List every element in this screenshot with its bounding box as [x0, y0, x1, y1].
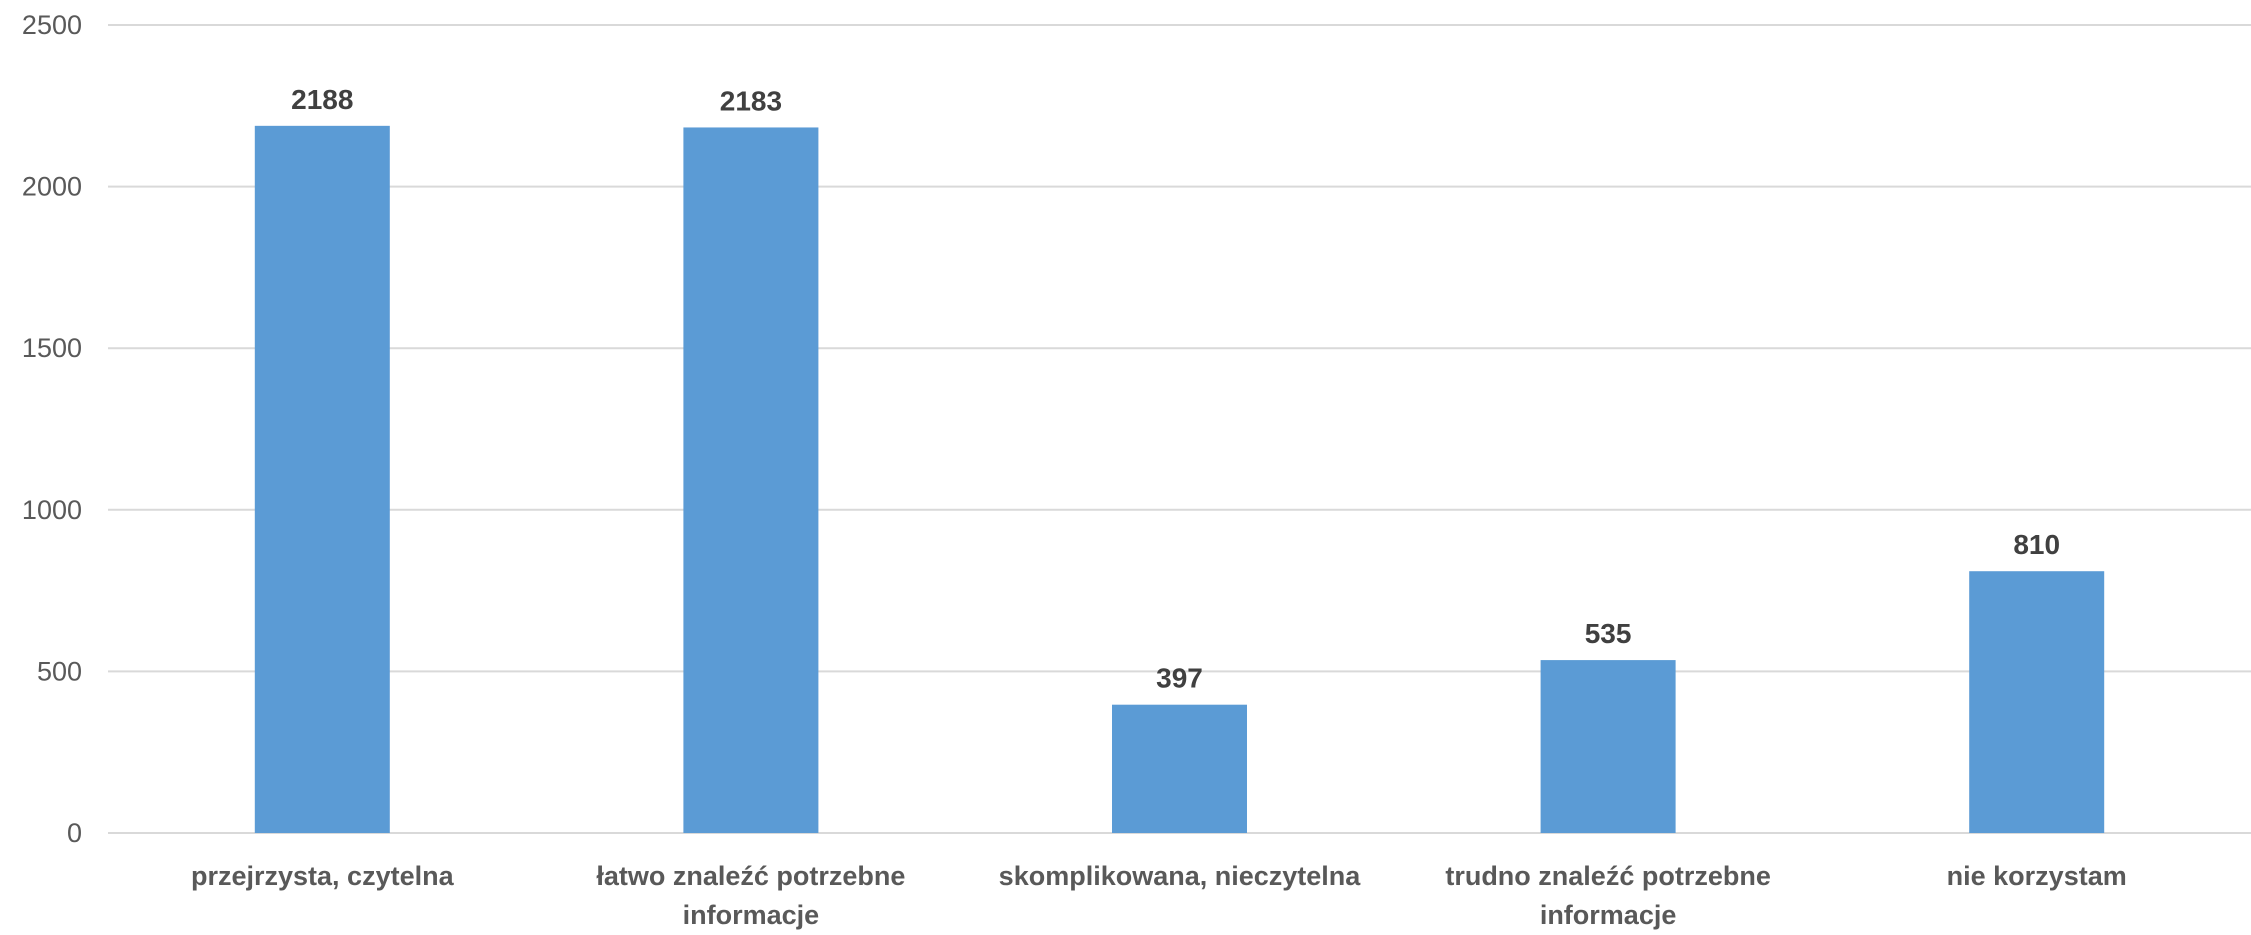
x-tick-label: nie korzystam [1947, 861, 2127, 891]
x-tick-label: skomplikowana, nieczytelna [999, 861, 1362, 891]
data-labels: 2188 2183 397 535 810 [291, 84, 2060, 694]
x-tick-label: przejrzysta, czytelna [191, 861, 455, 891]
data-label: 2188 [291, 84, 353, 115]
y-tick-label: 1500 [22, 333, 82, 363]
y-tick-label: 2500 [22, 10, 82, 40]
bar [683, 127, 818, 833]
data-label: 397 [1156, 663, 1203, 694]
data-label: 810 [2013, 529, 2060, 560]
x-tick-label: trudno znaleźć potrzebne informacje [1445, 861, 1771, 930]
data-label: 535 [1585, 618, 1632, 649]
bar [1541, 660, 1676, 833]
y-tick-label: 0 [67, 818, 82, 848]
x-axis-ticks: przejrzysta, czytelna łatwo znaleźć potrz… [191, 861, 2127, 930]
x-tick-label: łatwo znaleźć potrzebne informacje [596, 861, 905, 930]
bar [1969, 571, 2104, 833]
y-tick-label: 500 [37, 656, 82, 686]
bar [1112, 705, 1247, 833]
bars [255, 126, 2104, 833]
y-tick-label: 2000 [22, 172, 82, 202]
data-label: 2183 [720, 85, 782, 116]
bar [255, 126, 390, 833]
y-tick-label: 1000 [22, 495, 82, 525]
y-axis-ticks: 0 500 1000 1500 2000 2500 [22, 10, 82, 848]
